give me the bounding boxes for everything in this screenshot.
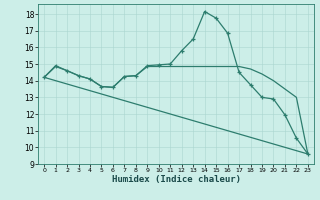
X-axis label: Humidex (Indice chaleur): Humidex (Indice chaleur)	[111, 175, 241, 184]
